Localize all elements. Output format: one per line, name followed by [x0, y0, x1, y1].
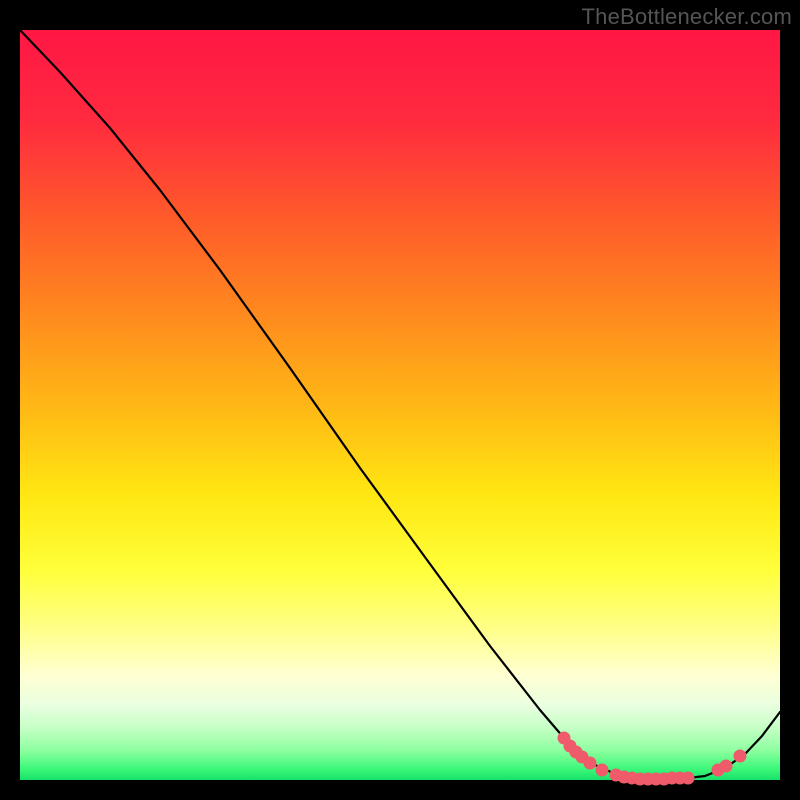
watermark-text: TheBottlenecker.com: [582, 4, 792, 30]
bottleneck-chart: [0, 0, 800, 800]
curve-marker: [682, 772, 694, 784]
curve-marker: [584, 757, 596, 769]
curve-marker: [734, 750, 746, 762]
chart-container: TheBottlenecker.com: [0, 0, 800, 800]
curve-marker: [596, 764, 608, 776]
plot-background: [20, 30, 780, 780]
curve-marker: [720, 760, 732, 772]
